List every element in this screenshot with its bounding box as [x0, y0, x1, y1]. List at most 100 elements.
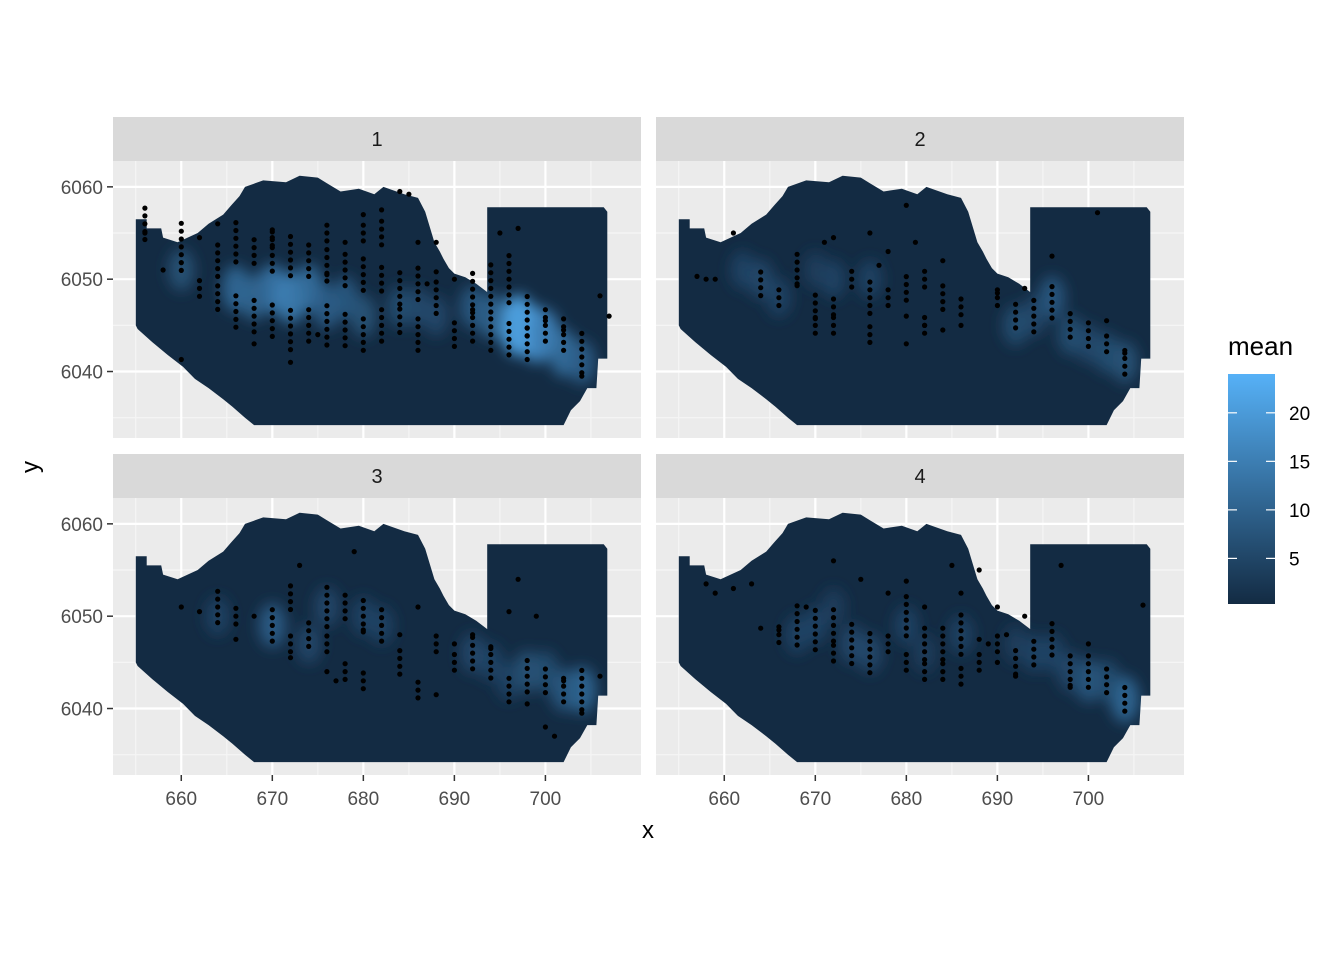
x-tick-label: 680: [890, 789, 922, 810]
data-point: [849, 284, 855, 290]
data-point: [561, 327, 567, 333]
data-point: [415, 316, 421, 322]
data-point: [397, 278, 403, 284]
data-point: [524, 301, 530, 307]
facet-strip-label: 3: [371, 466, 382, 488]
data-point: [324, 254, 330, 261]
data-point: [415, 296, 421, 303]
sample-points: [178, 549, 603, 739]
data-point: [360, 621, 366, 627]
data-point: [940, 625, 946, 631]
data-point: [958, 636, 964, 642]
data-point: [397, 322, 403, 328]
data-point: [1122, 363, 1128, 369]
data-point: [1022, 613, 1028, 619]
x-tick-label: 670: [256, 789, 288, 810]
data-point: [903, 274, 909, 280]
data-point: [867, 324, 873, 330]
data-point: [940, 669, 946, 675]
data-point: [849, 637, 855, 643]
data-point: [315, 332, 321, 338]
data-point: [233, 324, 239, 330]
data-point: [470, 322, 476, 328]
data-point: [360, 256, 366, 262]
data-point: [903, 609, 909, 615]
data-point: [849, 629, 855, 635]
data-point: [379, 226, 385, 232]
data-point: [178, 228, 184, 234]
data-point: [178, 220, 184, 226]
data-point: [794, 267, 800, 273]
data-point: [776, 295, 782, 301]
data-point: [251, 260, 257, 266]
data-point: [306, 636, 312, 642]
data-point: [488, 324, 494, 330]
data-point: [506, 691, 512, 697]
data-point: [794, 642, 800, 648]
data-point: [885, 295, 891, 301]
data-point: [812, 330, 818, 336]
data-point: [561, 347, 567, 353]
data-point: [342, 343, 348, 349]
data-point: [415, 347, 421, 353]
data-point: [488, 293, 494, 299]
data-point: [758, 277, 764, 283]
data-point: [1104, 666, 1110, 672]
data-point: [885, 649, 891, 655]
data-point: [196, 235, 203, 241]
data-point: [812, 607, 818, 614]
data-point: [488, 309, 494, 315]
data-point: [597, 673, 603, 679]
facet-strip: [113, 454, 641, 498]
data-point: [876, 262, 882, 268]
data-point: [324, 272, 330, 278]
x-axis-title: x: [642, 817, 654, 844]
data-point: [251, 252, 257, 258]
data-point: [196, 285, 203, 291]
data-point: [251, 245, 257, 251]
data-point: [342, 267, 348, 273]
data-point: [849, 660, 855, 667]
data-point: [758, 285, 764, 291]
data-point: [903, 578, 909, 584]
raster-cell: [821, 260, 846, 299]
data-point: [324, 342, 330, 348]
data-point: [1067, 661, 1073, 667]
data-point: [215, 588, 221, 594]
data-point: [812, 292, 818, 298]
data-point: [342, 311, 348, 317]
data-point: [451, 320, 457, 326]
data-point: [360, 339, 366, 345]
data-point: [849, 645, 855, 651]
data-point: [233, 308, 239, 315]
data-point: [287, 323, 294, 329]
data-point: [849, 653, 855, 659]
data-point: [903, 289, 909, 295]
data-point: [360, 316, 366, 322]
raster-cell: [949, 615, 973, 654]
data-point: [379, 218, 385, 224]
data-point: [830, 330, 837, 336]
data-point: [776, 302, 782, 309]
data-point: [297, 562, 303, 569]
data-point: [360, 332, 366, 338]
data-point: [940, 258, 946, 264]
data-point: [233, 259, 239, 265]
data-point: [903, 313, 909, 319]
data-point: [903, 659, 909, 666]
data-point: [542, 724, 549, 730]
data-point: [306, 628, 312, 634]
data-point: [712, 590, 718, 596]
data-point: [470, 650, 476, 656]
data-point: [1003, 632, 1010, 638]
data-point: [470, 642, 476, 648]
data-point: [542, 307, 549, 313]
data-point: [233, 227, 239, 234]
data-point: [1058, 562, 1064, 569]
data-point: [397, 314, 403, 320]
data-point: [940, 299, 946, 305]
data-point: [415, 265, 421, 271]
data-point: [269, 227, 275, 233]
data-point: [776, 287, 782, 293]
data-point: [903, 341, 909, 347]
